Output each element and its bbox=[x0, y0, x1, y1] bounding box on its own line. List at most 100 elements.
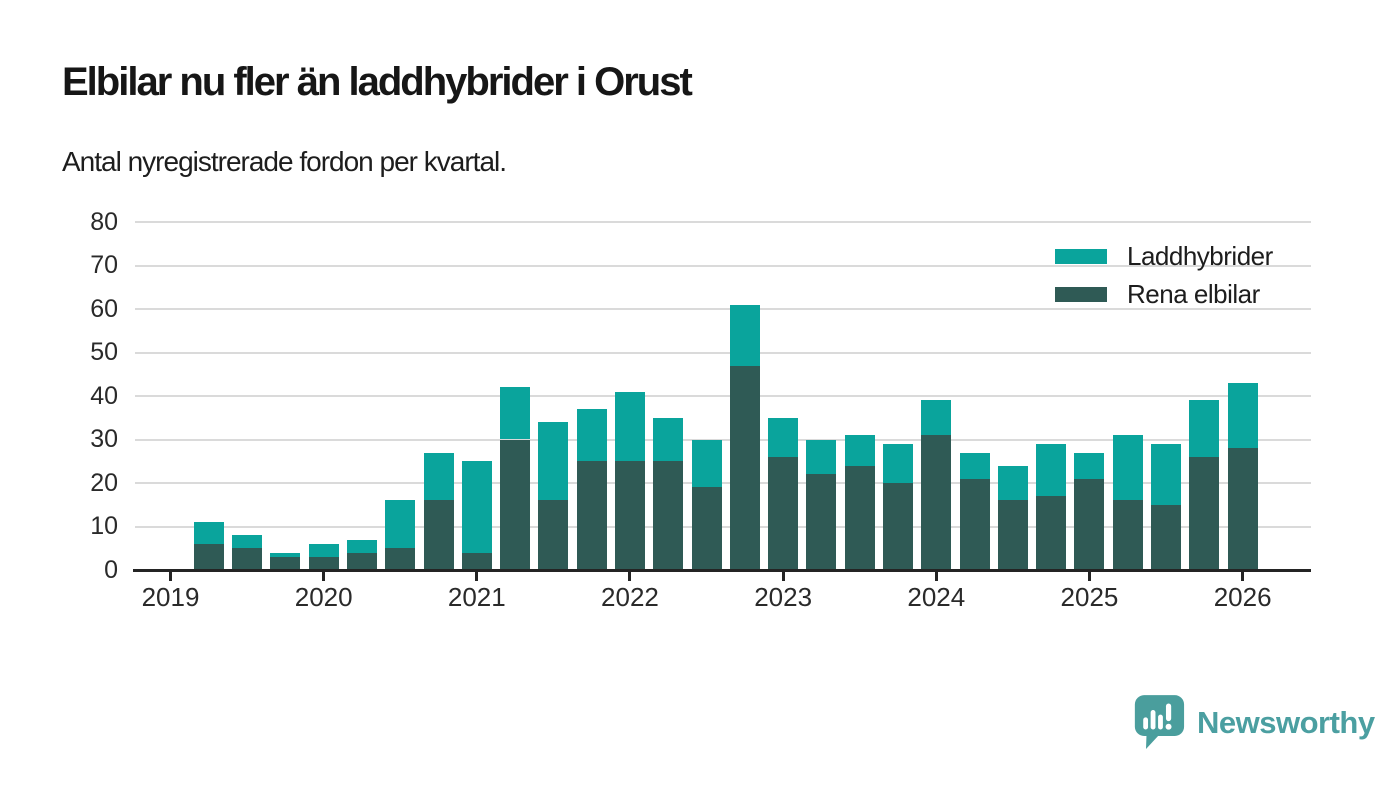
chart-subtitle: Antal nyregistrerade fordon per kvartal. bbox=[62, 146, 507, 177]
newsworthy-logo: Newsworthy bbox=[1133, 693, 1393, 753]
bar-2025-Q1-rena-elbilar bbox=[1074, 478, 1105, 570]
bar-2022-Q2-laddhybrider bbox=[653, 417, 684, 462]
bar-2022-Q1-rena-elbilar bbox=[614, 461, 645, 570]
bar-2021-Q2-rena-elbilar bbox=[500, 439, 531, 570]
bar-2023-Q3-rena-elbilar bbox=[844, 465, 875, 570]
bar-2020-Q4-rena-elbilar bbox=[423, 500, 454, 570]
legend-label-rena-elbilar: Rena elbilar bbox=[1127, 279, 1260, 309]
x-tick-2021 bbox=[475, 572, 479, 581]
bar-2020-Q3-laddhybrider bbox=[385, 500, 416, 549]
y-tick-label-40: 40 bbox=[90, 381, 118, 410]
bar-2023-Q1-laddhybrider bbox=[768, 417, 799, 457]
bar-2024-Q1-laddhybrider bbox=[921, 400, 952, 436]
gridline-20 bbox=[135, 482, 1311, 484]
y-tick-label-70: 70 bbox=[90, 251, 118, 279]
bar-2023-Q3-laddhybrider bbox=[844, 435, 875, 466]
bar-2020-Q1-rena-elbilar bbox=[308, 556, 339, 570]
y-tick-label-60: 60 bbox=[90, 294, 118, 323]
bar-2019-Q3-laddhybrider bbox=[232, 535, 263, 549]
legend-swatch-rena-elbilar bbox=[1055, 287, 1107, 302]
legend-item-rena-elbilar: Rena elbilar bbox=[1055, 281, 1260, 308]
bar-2019-Q3-rena-elbilar bbox=[232, 548, 263, 570]
bar-2021-Q1-rena-elbilar bbox=[461, 552, 492, 570]
x-axis-line bbox=[133, 568, 1311, 572]
x-tick-label-2024: 2024 bbox=[907, 582, 966, 612]
bar-2023-Q2-rena-elbilar bbox=[806, 474, 837, 570]
bar-2020-Q3-rena-elbilar bbox=[385, 548, 416, 570]
legend-swatch-laddhybrider bbox=[1055, 249, 1107, 264]
bar-2024-Q2-laddhybrider bbox=[959, 452, 990, 479]
gridline-60 bbox=[135, 308, 1311, 310]
bar-2025-Q3-rena-elbilar bbox=[1151, 504, 1182, 570]
bar-2021-Q3-laddhybrider bbox=[538, 422, 569, 501]
y-tick-label-10: 10 bbox=[90, 512, 118, 540]
bar-2024-Q4-rena-elbilar bbox=[1036, 496, 1067, 570]
newsworthy-logo-icon bbox=[1134, 695, 1185, 749]
legend-item-laddhybrider: Laddhybrider bbox=[1055, 243, 1273, 270]
x-tick-label-2020: 2020 bbox=[294, 582, 353, 612]
gridline-50 bbox=[135, 351, 1311, 354]
bar-2019-Q2-laddhybrider bbox=[193, 522, 224, 544]
bar-2020-Q2-rena-elbilar bbox=[346, 552, 377, 570]
y-tick-label-0: 0 bbox=[104, 555, 118, 584]
y-tick-label-80: 80 bbox=[90, 207, 118, 236]
newsworthy-logo-text: Newsworthy bbox=[1197, 705, 1375, 740]
x-tick-label-2021: 2021 bbox=[447, 582, 506, 612]
bar-2025-Q1-laddhybrider bbox=[1074, 452, 1105, 479]
bar-2019-Q4-rena-elbilar bbox=[270, 556, 301, 570]
bar-2022-Q3-laddhybrider bbox=[691, 439, 722, 488]
gridline-80 bbox=[135, 221, 1311, 223]
bar-2023-Q4-rena-elbilar bbox=[883, 483, 913, 570]
bar-2025-Q3-laddhybrider bbox=[1151, 443, 1182, 505]
x-tick-label-2025: 2025 bbox=[1060, 582, 1119, 612]
x-tick-2025 bbox=[1087, 572, 1091, 581]
x-tick-label-2022: 2022 bbox=[601, 582, 659, 612]
gridline-10 bbox=[135, 525, 1311, 528]
gridline-40 bbox=[135, 395, 1311, 397]
x-tick-2024 bbox=[934, 572, 938, 581]
x-tick-label-2019: 2019 bbox=[141, 582, 200, 612]
bar-2026-Q1-rena-elbilar bbox=[1227, 448, 1258, 570]
bar-2020-Q4-laddhybrider bbox=[423, 452, 454, 501]
legend-label-laddhybrider: Laddhybrider bbox=[1127, 241, 1273, 271]
y-tick-label-30: 30 bbox=[90, 425, 118, 453]
x-tick-2020 bbox=[322, 572, 326, 581]
bar-2021-Q1-laddhybrider bbox=[461, 461, 492, 553]
bar-2024-Q2-rena-elbilar bbox=[959, 478, 990, 570]
bar-2020-Q1-laddhybrider bbox=[308, 543, 339, 557]
bar-2023-Q4-laddhybrider bbox=[883, 443, 913, 483]
bar-2024-Q3-rena-elbilar bbox=[997, 500, 1028, 570]
bar-2025-Q4-laddhybrider bbox=[1189, 400, 1220, 457]
chart-title: Elbilar nu fler än laddhybrider i Orust bbox=[62, 60, 693, 104]
x-tick-label-2026: 2026 bbox=[1213, 582, 1272, 612]
x-tick-label-2023: 2023 bbox=[754, 582, 813, 612]
bar-2019-Q4-laddhybrider bbox=[270, 552, 301, 557]
x-tick-2022 bbox=[628, 572, 632, 581]
bar-2020-Q2-laddhybrider bbox=[346, 539, 377, 553]
bar-2022-Q1-laddhybrider bbox=[614, 391, 645, 462]
bar-2024-Q4-laddhybrider bbox=[1036, 443, 1067, 497]
gridline-30 bbox=[135, 438, 1311, 441]
bar-2021-Q4-rena-elbilar bbox=[576, 461, 607, 570]
bar-2019-Q2-rena-elbilar bbox=[193, 543, 224, 570]
bar-2021-Q4-laddhybrider bbox=[576, 409, 607, 462]
x-tick-2023 bbox=[781, 572, 785, 581]
bar-2023-Q2-laddhybrider bbox=[806, 439, 837, 475]
bar-2024-Q1-rena-elbilar bbox=[921, 435, 952, 570]
x-tick-2026 bbox=[1241, 572, 1245, 581]
bar-2022-Q2-rena-elbilar bbox=[653, 461, 684, 570]
bar-2022-Q3-rena-elbilar bbox=[691, 487, 722, 570]
x-tick-2019 bbox=[169, 572, 172, 581]
bar-2021-Q3-rena-elbilar bbox=[538, 500, 569, 570]
bar-2021-Q2-laddhybrider bbox=[500, 387, 531, 440]
gridline-70 bbox=[135, 264, 1311, 267]
bar-2025-Q2-laddhybrider bbox=[1112, 435, 1143, 501]
y-tick-label-50: 50 bbox=[90, 338, 118, 366]
bar-2025-Q2-rena-elbilar bbox=[1112, 500, 1143, 570]
bar-2022-Q4-laddhybrider bbox=[729, 304, 760, 366]
bar-2022-Q4-rena-elbilar bbox=[729, 365, 760, 570]
y-tick-label-20: 20 bbox=[90, 468, 118, 497]
bar-2023-Q1-rena-elbilar bbox=[768, 456, 799, 570]
